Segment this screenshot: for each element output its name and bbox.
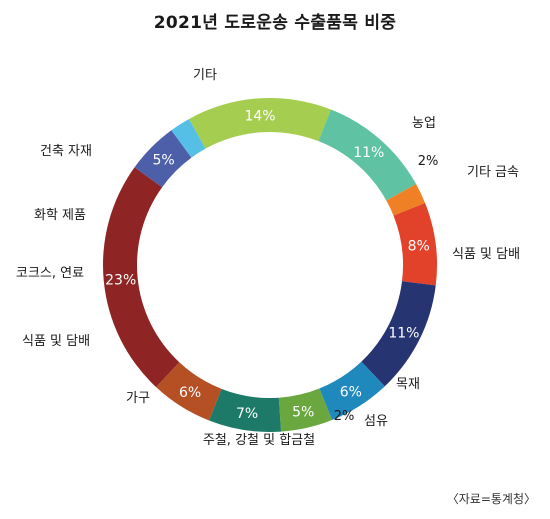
slice-8	[319, 361, 385, 421]
category-label-10: 화학 제품	[34, 208, 86, 223]
labels-group: 23% 기타 5% 농업 2% 기타 금속 14% 식품 및 담배 11% 목재 2% 섬유 8% 주철,…	[16, 68, 520, 448]
category-label-3: 식품 및 담배	[452, 247, 520, 262]
slice-3	[189, 98, 331, 149]
slice-6	[393, 202, 437, 286]
slice-2	[171, 118, 206, 158]
slice-4	[318, 109, 417, 201]
category-label-9: 코크스, 연료	[16, 266, 84, 281]
category-label-11: 건축 자재	[40, 144, 92, 159]
category-label-0: 기타	[193, 68, 217, 83]
category-label-5: 섬유	[364, 414, 388, 429]
percent-label-8: 6%	[340, 384, 362, 400]
percent-label-0: 23%	[105, 273, 136, 289]
slice-9	[278, 388, 333, 432]
slice-10	[209, 388, 282, 432]
category-label-6: 주철, 강철 및 합금철	[203, 433, 315, 448]
percent-label-11: 6%	[179, 385, 201, 401]
percent-label-6: 8%	[408, 239, 430, 255]
category-label-4: 목재	[396, 377, 420, 392]
percent-label-2: 2%	[418, 154, 439, 169]
percent-label-4: 11%	[353, 145, 384, 161]
category-label-8: 식품 및 담배	[22, 334, 90, 349]
percent-label-1: 5%	[152, 152, 174, 168]
source-note: 〈자료=통계청〉	[446, 492, 536, 506]
slices-group	[103, 98, 437, 432]
percent-label-3: 14%	[244, 108, 275, 124]
percent-label-9: 5%	[292, 404, 314, 420]
category-label-2: 기타 금속	[467, 165, 519, 180]
slice-0	[103, 167, 180, 388]
category-label-7: 가구	[126, 391, 150, 406]
chart-title: 2021년 도로운송 수출품목 비중	[153, 13, 397, 33]
slice-1	[134, 130, 192, 188]
percent-label-5: 2%	[334, 409, 355, 424]
slice-11	[156, 362, 222, 421]
percent-label-10: 7%	[236, 406, 258, 422]
slice-7	[361, 281, 436, 387]
category-label-1: 농업	[412, 116, 436, 131]
percent-label-7: 11%	[388, 326, 419, 342]
slice-5	[386, 184, 426, 216]
